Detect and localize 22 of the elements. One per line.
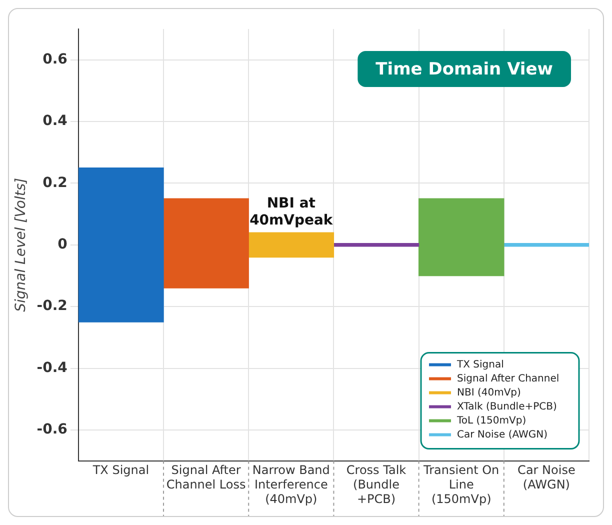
legend-label: ToL (150mVp)	[456, 415, 526, 426]
legend-label: Signal After Channel	[457, 373, 560, 384]
y-tick-label: 0.4	[42, 113, 68, 130]
text: Time Domain View	[376, 59, 554, 80]
y-tick-label: 0.2	[42, 174, 68, 191]
legend-label: Car Noise (AWGN)	[457, 429, 548, 440]
y-tick-label: 0	[58, 236, 68, 253]
x-tick-label: Cross Talk (Bundle +PCB)	[346, 463, 406, 506]
legend-label: TX Signal	[456, 359, 504, 370]
x-tick-label: Car Noise (AWGN)	[518, 463, 576, 492]
y-tick-label: -0.2	[36, 298, 68, 314]
x-tick-label: TX Signal	[92, 463, 150, 478]
annotation: NBI at 40mVpeak	[250, 196, 334, 229]
x-tick-label: Signal After Channel Loss	[166, 463, 246, 492]
x-tick-label: Narrow Band Interference (40mVp)	[252, 463, 330, 506]
y-tick-label: 0.6	[42, 51, 68, 68]
y-axis-title: Signal Level [Volts]	[13, 178, 30, 312]
y-tick-label: -0.6	[36, 422, 68, 438]
y-tick-label: -0.4	[36, 360, 68, 376]
x-tick-label: Transient On Line (150mVp)	[422, 463, 500, 506]
legend-label: NBI (40mVp)	[457, 387, 522, 398]
legend-label: XTalk (Bundle+PCB)	[457, 401, 557, 412]
